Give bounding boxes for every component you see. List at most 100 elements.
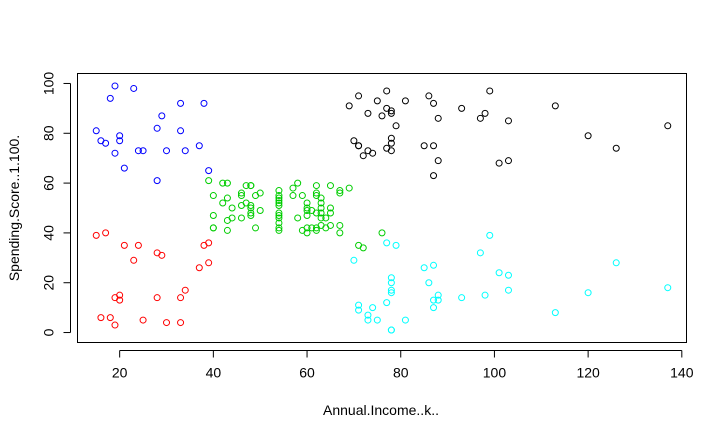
data-point bbox=[195, 142, 203, 150]
data-point bbox=[106, 314, 114, 322]
data-point bbox=[139, 316, 147, 324]
data-point bbox=[223, 226, 231, 234]
data-point bbox=[317, 194, 325, 202]
data-point bbox=[430, 304, 438, 312]
data-point bbox=[312, 182, 320, 190]
data-point bbox=[223, 179, 231, 187]
y-tick-label: 80 bbox=[41, 125, 57, 141]
data-point bbox=[120, 164, 128, 172]
data-point bbox=[504, 286, 512, 294]
data-point bbox=[303, 224, 311, 232]
data-point bbox=[158, 251, 166, 259]
data-point bbox=[303, 211, 311, 219]
data-point bbox=[326, 182, 334, 190]
x-tick-label: 120 bbox=[576, 365, 600, 381]
data-point bbox=[383, 299, 391, 307]
data-point bbox=[228, 214, 236, 222]
y-tick-label: 20 bbox=[41, 275, 57, 291]
data-point bbox=[326, 209, 334, 217]
x-tick-label: 140 bbox=[670, 365, 694, 381]
data-point bbox=[130, 84, 138, 92]
data-point bbox=[387, 274, 395, 282]
data-point bbox=[116, 137, 124, 145]
data-point bbox=[430, 99, 438, 107]
data-point bbox=[247, 209, 255, 217]
data-point bbox=[387, 289, 395, 297]
data-point bbox=[139, 147, 147, 155]
data-point bbox=[275, 192, 283, 200]
data-point bbox=[420, 142, 428, 150]
data-point bbox=[275, 197, 283, 205]
x-tick-label: 100 bbox=[483, 365, 507, 381]
data-point bbox=[378, 229, 386, 237]
data-point bbox=[237, 189, 245, 197]
data-point bbox=[420, 264, 428, 272]
data-point bbox=[303, 199, 311, 207]
data-point bbox=[369, 304, 377, 312]
data-point bbox=[252, 224, 260, 232]
data-point bbox=[177, 294, 185, 302]
data-point bbox=[205, 259, 213, 267]
data-point bbox=[336, 187, 344, 195]
data-point bbox=[387, 139, 395, 147]
data-point bbox=[504, 157, 512, 165]
data-point bbox=[102, 139, 110, 147]
data-point bbox=[298, 192, 306, 200]
data-point bbox=[303, 229, 311, 237]
data-point bbox=[275, 226, 283, 234]
y-tick-label: 0 bbox=[41, 328, 57, 336]
data-point bbox=[476, 249, 484, 257]
data-point bbox=[275, 209, 283, 217]
data-point bbox=[237, 192, 245, 200]
x-tick-label: 80 bbox=[393, 365, 409, 381]
data-point bbox=[317, 199, 325, 207]
data-point bbox=[317, 214, 325, 222]
data-point bbox=[355, 306, 363, 314]
data-point bbox=[153, 124, 161, 132]
data-point bbox=[242, 182, 250, 190]
data-point bbox=[116, 132, 124, 140]
point-cluster-5 bbox=[350, 231, 672, 334]
data-point bbox=[612, 144, 620, 152]
data-point bbox=[134, 147, 142, 155]
data-point bbox=[275, 219, 283, 227]
data-point bbox=[275, 199, 283, 207]
data-point bbox=[181, 147, 189, 155]
data-point bbox=[102, 229, 110, 237]
data-point bbox=[163, 147, 171, 155]
data-point bbox=[303, 206, 311, 214]
data-point bbox=[481, 291, 489, 299]
data-point bbox=[425, 279, 433, 287]
data-point bbox=[275, 224, 283, 232]
data-point bbox=[476, 114, 484, 122]
x-tick-label: 60 bbox=[299, 365, 315, 381]
data-point bbox=[364, 311, 372, 319]
data-point bbox=[383, 87, 391, 95]
data-point bbox=[495, 269, 503, 277]
data-point bbox=[205, 239, 213, 247]
data-point bbox=[495, 159, 503, 167]
data-point bbox=[387, 107, 395, 115]
data-point bbox=[247, 204, 255, 212]
point-cluster-3 bbox=[205, 177, 386, 252]
data-point bbox=[219, 179, 227, 187]
data-point bbox=[256, 206, 264, 214]
data-point bbox=[387, 286, 395, 294]
data-point bbox=[256, 189, 264, 197]
data-point bbox=[294, 214, 302, 222]
data-point bbox=[106, 94, 114, 102]
data-point bbox=[387, 109, 395, 117]
data-point bbox=[317, 209, 325, 217]
data-point bbox=[223, 194, 231, 202]
data-point bbox=[458, 294, 466, 302]
data-point bbox=[434, 114, 442, 122]
data-point bbox=[486, 87, 494, 95]
data-point bbox=[392, 122, 400, 130]
data-point bbox=[312, 209, 320, 217]
data-point bbox=[158, 112, 166, 120]
data-point bbox=[401, 97, 409, 105]
data-point bbox=[434, 291, 442, 299]
data-point bbox=[434, 296, 442, 304]
data-point bbox=[434, 157, 442, 165]
y-tick-label: 60 bbox=[41, 175, 57, 191]
